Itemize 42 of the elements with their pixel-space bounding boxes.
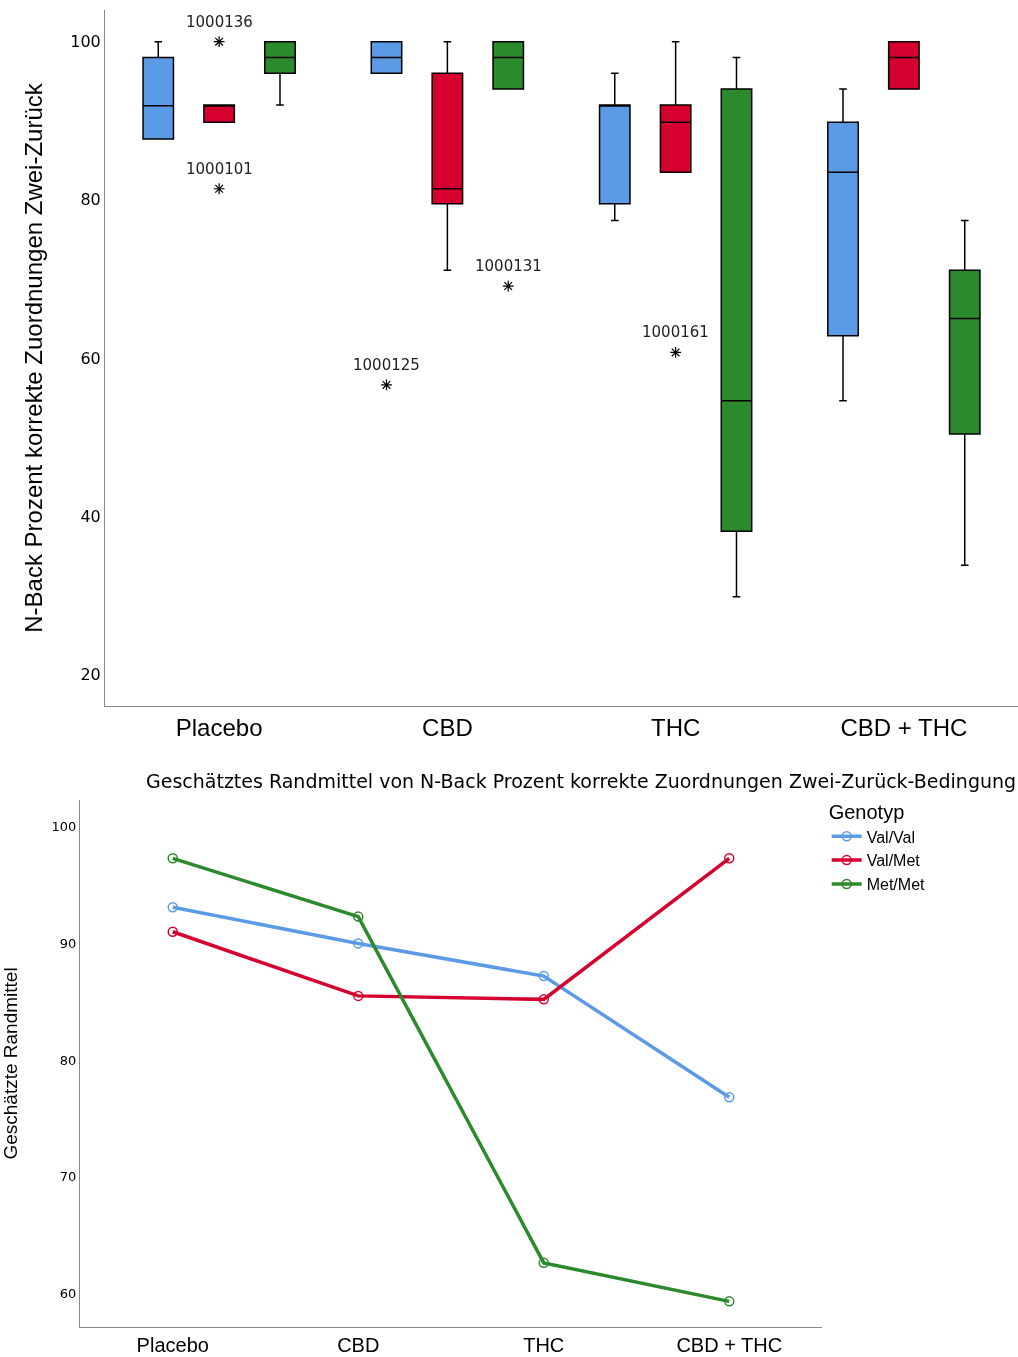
x-tick-label: THC (650, 713, 701, 741)
y-axis-title: Geschätzte Randmittel (0, 967, 21, 1160)
annotation: 1000125 (353, 356, 420, 374)
point (724, 1296, 735, 1307)
annotation: 1000136 (186, 13, 253, 31)
x-tick-label: Placebo (175, 713, 263, 741)
x-tick-label: CBD + THC (840, 713, 968, 741)
x-tick-label: THC (523, 1334, 565, 1356)
x-tick-label: CBD (337, 1334, 380, 1356)
legend-label: Val/Val (866, 828, 916, 846)
y-tick-label: 20 (80, 664, 101, 684)
y-axis-title: N-Back Prozent korrekte Zuordnungen Zwei-Zurück (20, 82, 48, 633)
y-tick-label: 90 (59, 935, 77, 951)
point (353, 990, 364, 1002)
y-tick-label: 100 (51, 819, 77, 835)
x-tick-label: Placebo (136, 1334, 209, 1356)
y-tick-label: 60 (80, 348, 101, 368)
annotation: 1000101 (186, 160, 253, 178)
y-tick-label: 40 (80, 506, 101, 526)
point (538, 994, 549, 1005)
legend-label: Val/Met (866, 852, 921, 870)
chart-title: Geschätztes Randmittel von N-Back Prozent korrekte Zuordnungen Zwei-Zurück-Bedingung (146, 770, 1017, 792)
x-tick-label: CBD (422, 713, 473, 741)
annotation: 1000161 (642, 323, 709, 341)
point (353, 911, 364, 922)
y-tick-label: 60 (59, 1285, 77, 1301)
x-tick-label: CBD + THC (676, 1334, 783, 1356)
y-tick-label: 80 (59, 1052, 77, 1068)
point (353, 938, 364, 949)
point (167, 902, 178, 913)
y-tick-label: 80 (80, 190, 101, 210)
y-tick-label: 70 (59, 1169, 77, 1185)
point (538, 1257, 549, 1269)
point (724, 853, 735, 864)
legend-label: Met/Met (866, 876, 926, 894)
point (724, 1092, 735, 1103)
point (538, 970, 549, 982)
point (167, 926, 178, 937)
annotation: 1000131 (475, 257, 542, 275)
y-tick-label: 100 (70, 32, 101, 52)
point (167, 853, 178, 864)
legend-title: Genotyp (828, 801, 905, 824)
